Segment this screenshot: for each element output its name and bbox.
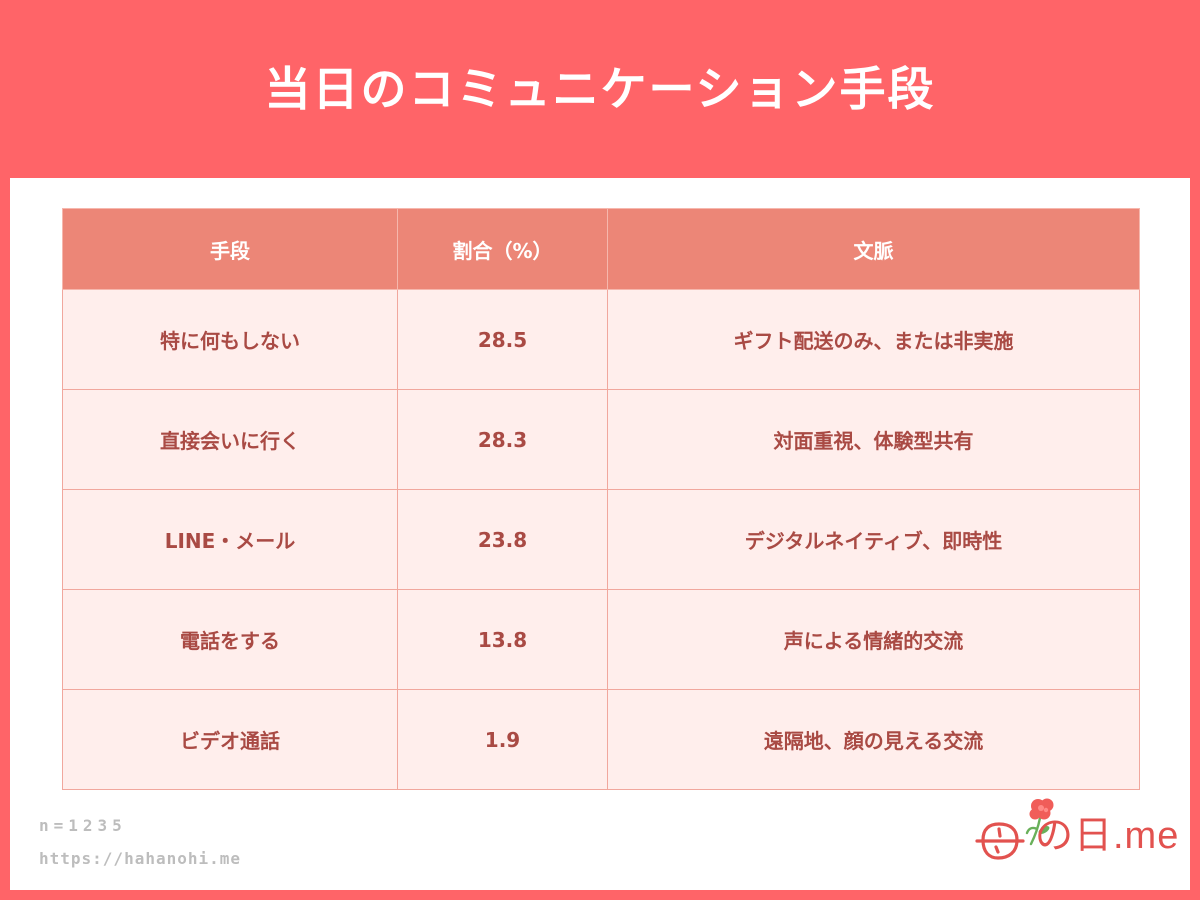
table-row: 電話をする 13.8 声による情緒的交流 <box>62 589 1140 690</box>
context-cell: 対面重視、体験型共有 <box>607 389 1140 490</box>
ratio-cell: 13.8 <box>397 589 608 690</box>
page-title: 当日のコミュニケーション手段 <box>264 62 936 116</box>
column-header-context: 文脈 <box>607 208 1140 290</box>
content-panel: 手段 割合（%） 文脈 特に何もしない 28.5 ギフト配送のみ、または非実施 … <box>10 178 1190 890</box>
method-cell: 特に何もしない <box>62 289 398 390</box>
context-cell: ギフト配送のみ、または非実施 <box>607 289 1140 390</box>
communication-methods-table: 手段 割合（%） 文脈 特に何もしない 28.5 ギフト配送のみ、または非実施 … <box>62 208 1140 790</box>
logo-text: の日.me <box>1035 815 1180 857</box>
site-url: https://hahanohi.me <box>39 849 242 868</box>
method-cell: 直接会いに行く <box>62 389 398 490</box>
ratio-cell: 1.9 <box>397 689 608 790</box>
context-cell: 声による情緒的交流 <box>607 589 1140 690</box>
column-header-method: 手段 <box>62 208 398 290</box>
page-header: 当日のコミュニケーション手段 <box>0 0 1200 178</box>
table-row: 直接会いに行く 28.3 対面重視、体験型共有 <box>62 389 1140 490</box>
method-cell: ビデオ通話 <box>62 689 398 790</box>
table-header-row: 手段 割合（%） 文脈 <box>62 208 1140 290</box>
ratio-cell: 28.3 <box>397 389 608 490</box>
ratio-cell: 28.5 <box>397 289 608 390</box>
brand-logo: の日.me <box>965 796 1178 876</box>
context-cell: 遠隔地、顔の見える交流 <box>607 689 1140 790</box>
method-cell: 電話をする <box>62 589 398 690</box>
table-row: 特に何もしない 28.5 ギフト配送のみ、または非実施 <box>62 289 1140 390</box>
context-cell: デジタルネイティブ、即時性 <box>607 489 1140 590</box>
carnation-mark-icon <box>975 798 1054 860</box>
ratio-cell: 23.8 <box>397 489 608 590</box>
table-row: LINE・メール 23.8 デジタルネイティブ、即時性 <box>62 489 1140 590</box>
column-header-ratio: 割合（%） <box>397 208 608 290</box>
sample-size-note: n=1235 <box>39 816 127 835</box>
method-cell: LINE・メール <box>62 489 398 590</box>
table-row: ビデオ通話 1.9 遠隔地、顔の見える交流 <box>62 689 1140 790</box>
